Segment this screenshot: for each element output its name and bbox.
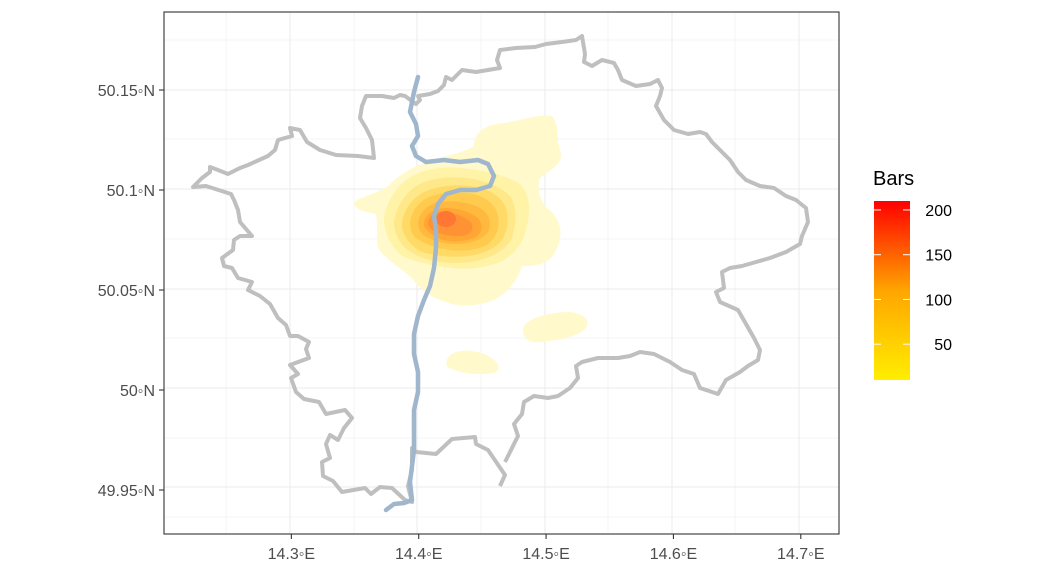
legend-title: Bars <box>873 168 914 190</box>
panel-border <box>163 11 840 535</box>
density-band-1b <box>523 312 588 343</box>
x-axis: 14.3◦E 14.4◦E 14.5◦E 14.6◦E 14.7◦E <box>268 534 825 563</box>
y-axis: 50.15◦N 50.1◦N 50.05◦N 50◦N 49.95◦N <box>98 83 164 500</box>
x-tick-label: 14.7◦E <box>777 546 824 563</box>
plot-panel <box>163 11 840 535</box>
x-tick-label: 14.5◦E <box>522 546 569 563</box>
legend-tick-label: 50 <box>934 337 952 354</box>
y-tick-label: 50.05◦N <box>98 283 155 300</box>
legend: Bars 50 100 150 200 <box>873 168 952 380</box>
legend-colorbar <box>874 201 910 380</box>
prague-boundary <box>191 34 810 504</box>
density-band-1c <box>446 350 499 375</box>
x-tick-label: 14.3◦E <box>268 546 315 563</box>
legend-ticks: 50 100 150 200 <box>874 203 952 354</box>
y-tick-label: 50.15◦N <box>98 83 155 100</box>
legend-tick-label: 100 <box>925 292 952 309</box>
x-tick-label: 14.4◦E <box>395 546 442 563</box>
y-tick-label: 49.95◦N <box>98 483 155 500</box>
x-tick-label: 14.6◦E <box>650 546 697 563</box>
vltava-river <box>383 74 497 513</box>
legend-tick-label: 150 <box>925 248 952 265</box>
y-tick-label: 50◦N <box>120 383 155 400</box>
legend-tick-label: 200 <box>925 203 952 220</box>
bar-density-layer <box>353 115 588 375</box>
grid-lines <box>164 12 839 534</box>
y-tick-label: 50.1◦N <box>107 183 155 200</box>
density-peak <box>436 211 456 227</box>
